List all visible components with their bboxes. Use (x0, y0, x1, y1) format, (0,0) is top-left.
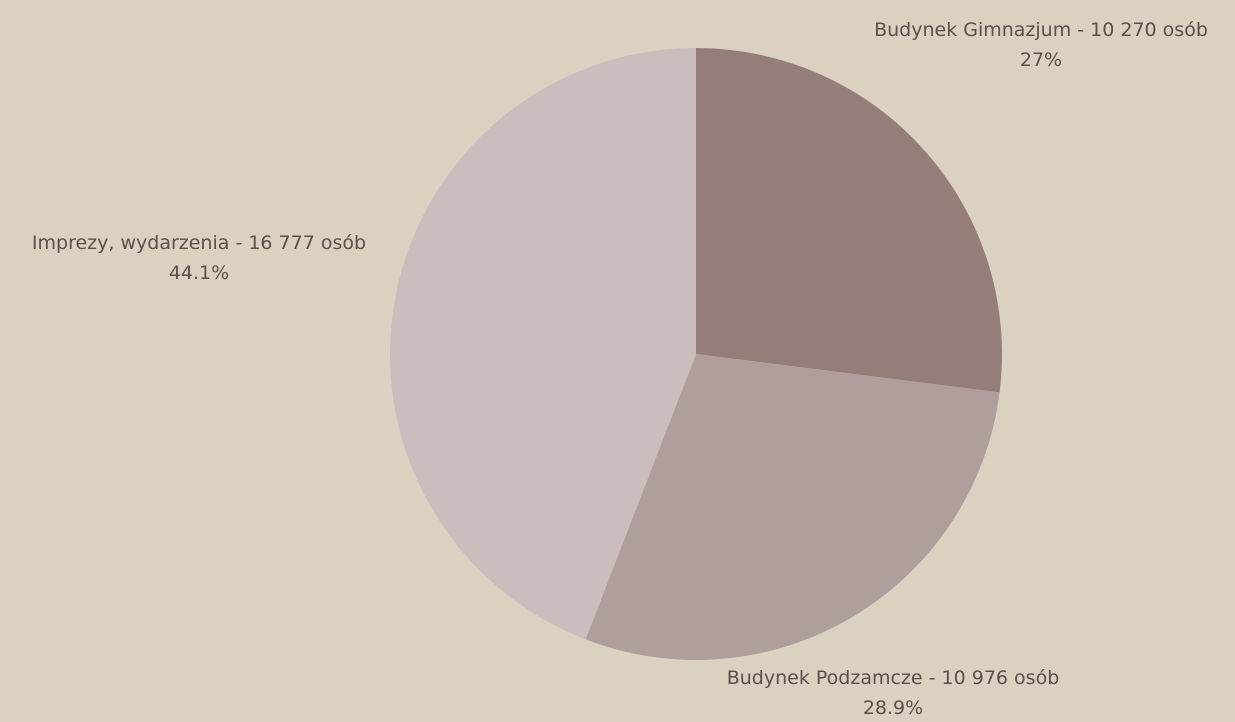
slice-percent-label: 28.9% (863, 697, 923, 719)
slice-percent-label: 27% (1020, 49, 1062, 71)
slice-percent-label: 44.1% (169, 262, 229, 284)
pie-slice-imprezy-wydarzenia (389, 48, 696, 640)
slice-label-text: Budynek Podzamcze - 10 976 osób (727, 667, 1060, 689)
slice-label-budynek-podzamcze: Budynek Podzamcze - 10 976 osób 28.9% (727, 667, 1060, 719)
pie-slice-budynek-gimnazjum (696, 48, 1002, 393)
slice-label-imprezy-wydarzenia: Imprezy, wydarzenia - 16 777 osób 44.1% (32, 232, 366, 284)
pie-slice-budynek-podzamcze (585, 354, 1000, 661)
slice-label-budynek-gimnazjum: Budynek Gimnazjum - 10 270 osób 27% (874, 19, 1208, 71)
slice-label-text: Budynek Gimnazjum - 10 270 osób (874, 19, 1208, 41)
slice-label-text: Imprezy, wydarzenia - 16 777 osób (32, 232, 366, 254)
